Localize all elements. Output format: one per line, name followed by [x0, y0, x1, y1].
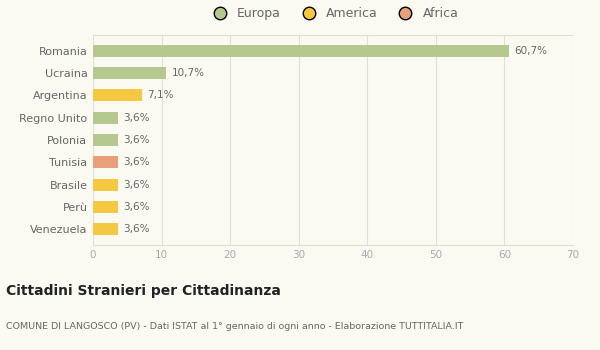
Bar — [93, 178, 118, 191]
Bar — [93, 156, 118, 168]
Bar — [93, 44, 509, 57]
Bar — [93, 112, 118, 124]
Text: 3,6%: 3,6% — [123, 113, 149, 122]
Text: Cittadini Stranieri per Cittadinanza: Cittadini Stranieri per Cittadinanza — [6, 284, 281, 298]
Text: 3,6%: 3,6% — [123, 224, 149, 234]
Text: 3,6%: 3,6% — [123, 202, 149, 212]
Text: 3,6%: 3,6% — [123, 158, 149, 167]
Bar — [93, 201, 118, 213]
Text: 3,6%: 3,6% — [123, 180, 149, 190]
Bar — [93, 89, 142, 101]
Legend: Europa, America, Africa: Europa, America, Africa — [207, 7, 459, 20]
Text: 10,7%: 10,7% — [172, 68, 205, 78]
Bar — [93, 67, 166, 79]
Bar — [93, 223, 118, 236]
Text: 3,6%: 3,6% — [123, 135, 149, 145]
Text: 60,7%: 60,7% — [515, 46, 548, 56]
Text: COMUNE DI LANGOSCO (PV) - Dati ISTAT al 1° gennaio di ogni anno - Elaborazione T: COMUNE DI LANGOSCO (PV) - Dati ISTAT al … — [6, 322, 463, 331]
Bar — [93, 134, 118, 146]
Text: 7,1%: 7,1% — [147, 90, 173, 100]
